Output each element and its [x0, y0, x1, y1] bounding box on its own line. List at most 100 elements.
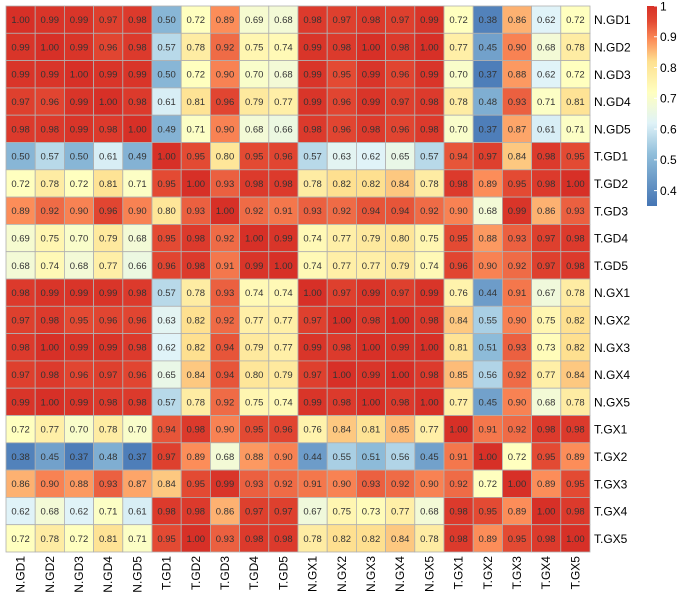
cell-value-label: 0.70: [449, 124, 468, 135]
cell-value-label: 0.45: [41, 452, 60, 463]
heatmap-cell: [355, 442, 386, 471]
cell-value-label: 0.77: [333, 261, 352, 272]
heatmap-cell: [239, 87, 270, 116]
cell-value-label: 0.48: [99, 452, 118, 463]
cell-value-label: 0.77: [41, 425, 60, 436]
cell-value-label: 0.97: [303, 315, 322, 326]
cell-value-label: 0.78: [566, 397, 585, 408]
heatmap-cell: [209, 60, 240, 89]
legend-tick-label: 0.4: [660, 184, 677, 198]
cell-value-label: 0.90: [508, 397, 527, 408]
cell-value-label: 0.68: [41, 506, 60, 517]
cell-value-label: 0.91: [216, 261, 235, 272]
cell-value-label: 0.81: [566, 97, 585, 108]
column-label: T.GD4: [247, 556, 261, 590]
cell-value-label: 0.97: [274, 506, 293, 517]
cell-value-label: 0.69: [11, 233, 30, 244]
cell-value-label: 0.92: [216, 397, 235, 408]
cell-value-label: 0.72: [566, 70, 585, 81]
heatmap-cell: [531, 278, 562, 307]
cell-value-label: 0.61: [157, 97, 176, 108]
cell-value-label: 0.98: [449, 534, 468, 545]
cell-value-label: 0.68: [274, 15, 293, 26]
cell-value-label: 0.80: [245, 370, 264, 381]
column-label: T.GX5: [568, 556, 582, 590]
heatmap-cell: [443, 305, 474, 334]
heatmap-cell: [297, 196, 328, 225]
cell-value-label: 0.45: [479, 397, 498, 408]
heatmap-cell: [414, 360, 445, 389]
cell-value-label: 0.98: [449, 506, 468, 517]
heatmap-cell: [151, 87, 182, 116]
cell-value-label: 0.48: [479, 97, 498, 108]
heatmap-cell: [5, 524, 36, 553]
cell-value-label: 0.95: [566, 152, 585, 163]
cell-value-label: 0.98: [187, 233, 206, 244]
cell-value-label: 1.00: [479, 452, 498, 463]
cell-value-label: 0.88: [70, 479, 89, 490]
cell-value-label: 0.90: [274, 452, 293, 463]
cell-value-label: 0.90: [420, 479, 439, 490]
cell-value-label: 0.78: [41, 179, 60, 190]
heatmap-cell: [531, 524, 562, 553]
heatmap-cell: [414, 87, 445, 116]
heatmap-cell: [122, 360, 153, 389]
legend-tick-label: 0.8: [660, 61, 677, 75]
cell-value-label: 0.99: [303, 42, 322, 53]
heatmap-cell: [531, 387, 562, 416]
cell-value-label: 0.97: [11, 370, 30, 381]
cell-value-label: 1.00: [157, 152, 176, 163]
cell-value-label: 0.98: [157, 506, 176, 517]
heatmap-cell: [472, 305, 503, 334]
heatmap-cell: [531, 142, 562, 171]
cell-value-label: 0.76: [303, 425, 322, 436]
heatmap-cell: [385, 415, 416, 444]
cell-value-label: 1.00: [420, 397, 439, 408]
cell-value-label: 1.00: [128, 124, 147, 135]
heatmap-cell: [209, 442, 240, 471]
cell-value-label: 1.00: [41, 397, 60, 408]
cell-value-label: 0.99: [420, 70, 439, 81]
heatmap-cell: [5, 87, 36, 116]
cell-value-label: 0.45: [420, 452, 439, 463]
column-label: T.GX1: [452, 556, 466, 590]
cell-value-label: 0.84: [449, 315, 468, 326]
cell-value-label: 0.98: [303, 124, 322, 135]
heatmap-cell: [531, 305, 562, 334]
heatmap-cell: [297, 32, 328, 61]
legend-tick-label: 0.7: [660, 92, 677, 106]
heatmap-cell: [443, 142, 474, 171]
cell-value-label: 0.78: [41, 534, 60, 545]
cell-value-label: 0.96: [333, 124, 352, 135]
heatmap-cell: [297, 251, 328, 280]
cell-value-label: 1.00: [41, 343, 60, 354]
heatmap-cell: [5, 360, 36, 389]
cell-value-label: 0.98: [11, 124, 30, 135]
heatmap-cell: [385, 60, 416, 89]
cell-value-label: 0.98: [187, 261, 206, 272]
heatmap-cell: [355, 87, 386, 116]
cell-value-label: 0.55: [333, 452, 352, 463]
cell-value-label: 0.49: [128, 152, 147, 163]
heatmap-cell: [443, 415, 474, 444]
heatmap-cell: [531, 251, 562, 280]
cell-value-label: 0.97: [391, 288, 410, 299]
column-label: T.GX3: [510, 556, 524, 590]
cell-value-label: 0.92: [245, 206, 264, 217]
cell-value-label: 0.98: [537, 425, 556, 436]
cell-value-label: 0.68: [274, 70, 293, 81]
cell-value-label: 1.00: [70, 70, 89, 81]
heatmap-cell: [239, 333, 270, 362]
heatmap-cell: [209, 87, 240, 116]
heatmap-cell: [443, 387, 474, 416]
cell-value-label: 0.98: [41, 315, 60, 326]
cell-value-label: 0.56: [391, 452, 410, 463]
cell-value-label: 0.89: [216, 15, 235, 26]
heatmap-cell: [34, 32, 65, 61]
cell-value-label: 0.61: [99, 152, 118, 163]
heatmap-cell: [385, 469, 416, 498]
heatmap-cell: [268, 60, 299, 89]
cell-value-label: 0.76: [449, 288, 468, 299]
heatmap-cell: [180, 169, 211, 198]
heatmap-cell: [472, 87, 503, 116]
